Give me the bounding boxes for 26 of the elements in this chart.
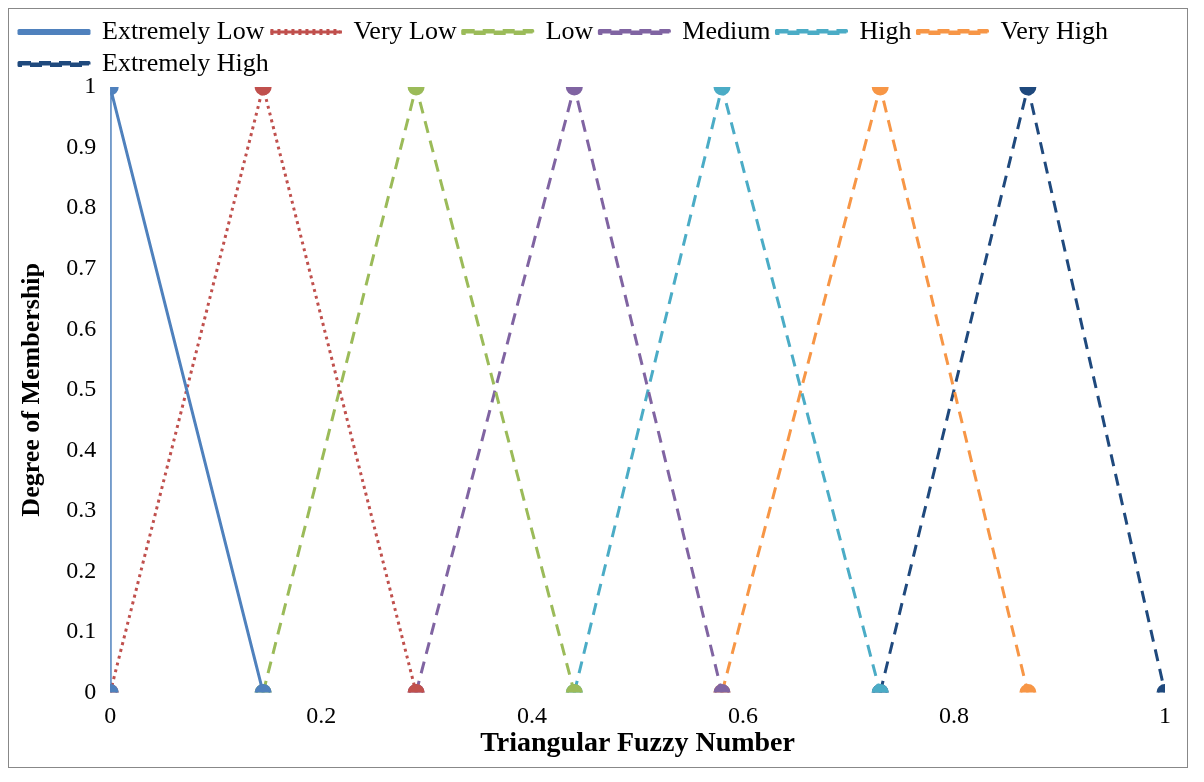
legend-label: Very High <box>1000 15 1109 45</box>
y-tick-label: 0.2 <box>66 556 97 583</box>
legend-label: Very Low <box>353 15 457 45</box>
y-tick-label: 1 <box>84 72 97 99</box>
x-tick-label: 0.4 <box>517 702 548 729</box>
y-tick-label: 0.6 <box>66 314 97 341</box>
x-tick-label: 0.8 <box>939 702 970 729</box>
y-tick-label: 0.5 <box>66 375 97 402</box>
legend-label: Extremely High <box>102 47 269 77</box>
legend-label: Low <box>545 15 594 45</box>
y-tick-label: 0.4 <box>66 435 97 462</box>
y-tick-label: 0.7 <box>66 253 97 280</box>
y-tick-label: 0.8 <box>66 193 97 220</box>
x-tick-label: 0 <box>104 702 117 729</box>
x-tick-label: 1 <box>1159 702 1171 729</box>
y-tick-label: 0.9 <box>66 132 97 159</box>
legend-label: High <box>859 15 912 45</box>
legend-label: Medium <box>682 15 771 45</box>
x-tick-label: 0.2 <box>306 702 337 729</box>
legend-label: Extremely Low <box>102 15 265 45</box>
y-tick-label: 0 <box>84 677 97 704</box>
y-axis-title: Degree of Membership <box>16 262 46 517</box>
x-axis-title: Triangular Fuzzy Number <box>480 726 795 758</box>
y-tick-label: 0.3 <box>66 496 97 523</box>
y-tick-label: 0.1 <box>66 617 97 644</box>
x-tick-label: 0.6 <box>728 702 759 729</box>
